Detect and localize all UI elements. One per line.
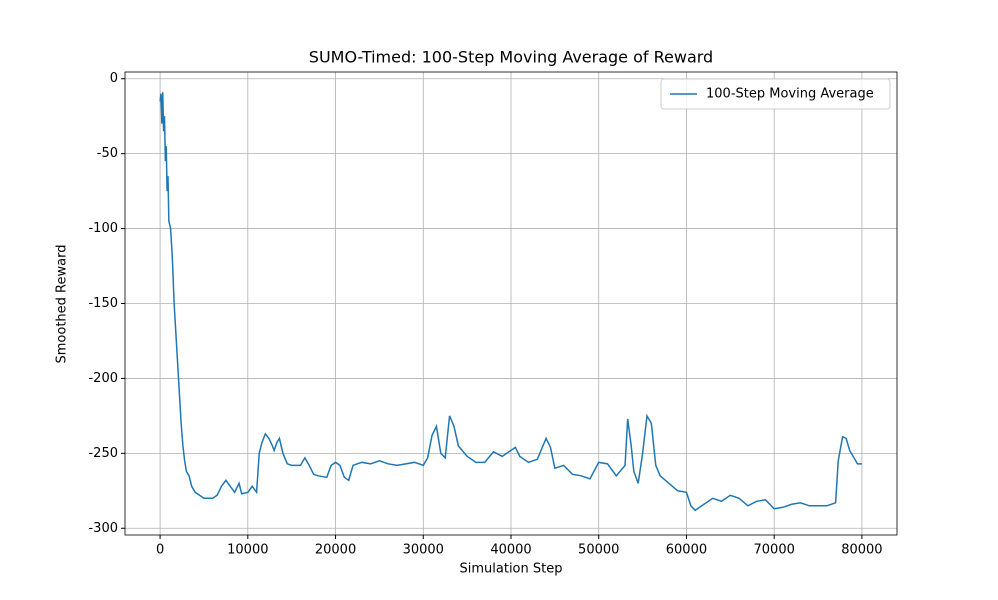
y-tick-label: -150 — [88, 296, 118, 311]
x-tick-label: 30000 — [403, 543, 444, 558]
x-tick-label: 60000 — [666, 543, 707, 558]
y-axis-label: Smoothed Reward — [55, 245, 70, 364]
y-tick-label: -50 — [97, 146, 118, 161]
x-tick-label: 80000 — [841, 543, 882, 558]
plot-frame — [124, 71, 898, 536]
legend-label: 100-Step Moving Average — [706, 87, 874, 102]
data-line — [159, 92, 862, 512]
legend: 100-Step Moving Average — [660, 78, 891, 110]
x-tick-label: 50000 — [578, 543, 619, 558]
x-tick-label: 0 — [156, 543, 164, 558]
x-tick-label: 70000 — [754, 543, 795, 558]
x-tick-label: 40000 — [490, 543, 531, 558]
x-axis-label: Simulation Step — [460, 562, 563, 577]
y-tick-label: -200 — [88, 371, 118, 386]
legend-box — [660, 78, 891, 110]
y-tick-label: 0 — [110, 71, 118, 86]
chart-title: SUMO-Timed: 100-Step Moving Average of R… — [309, 48, 713, 67]
y-tick-label: -100 — [88, 221, 118, 236]
y-tick-label: -250 — [88, 446, 118, 461]
y-tick-label: -300 — [88, 521, 118, 536]
x-tick-label: 10000 — [227, 543, 268, 558]
x-tick-label: 20000 — [315, 543, 356, 558]
